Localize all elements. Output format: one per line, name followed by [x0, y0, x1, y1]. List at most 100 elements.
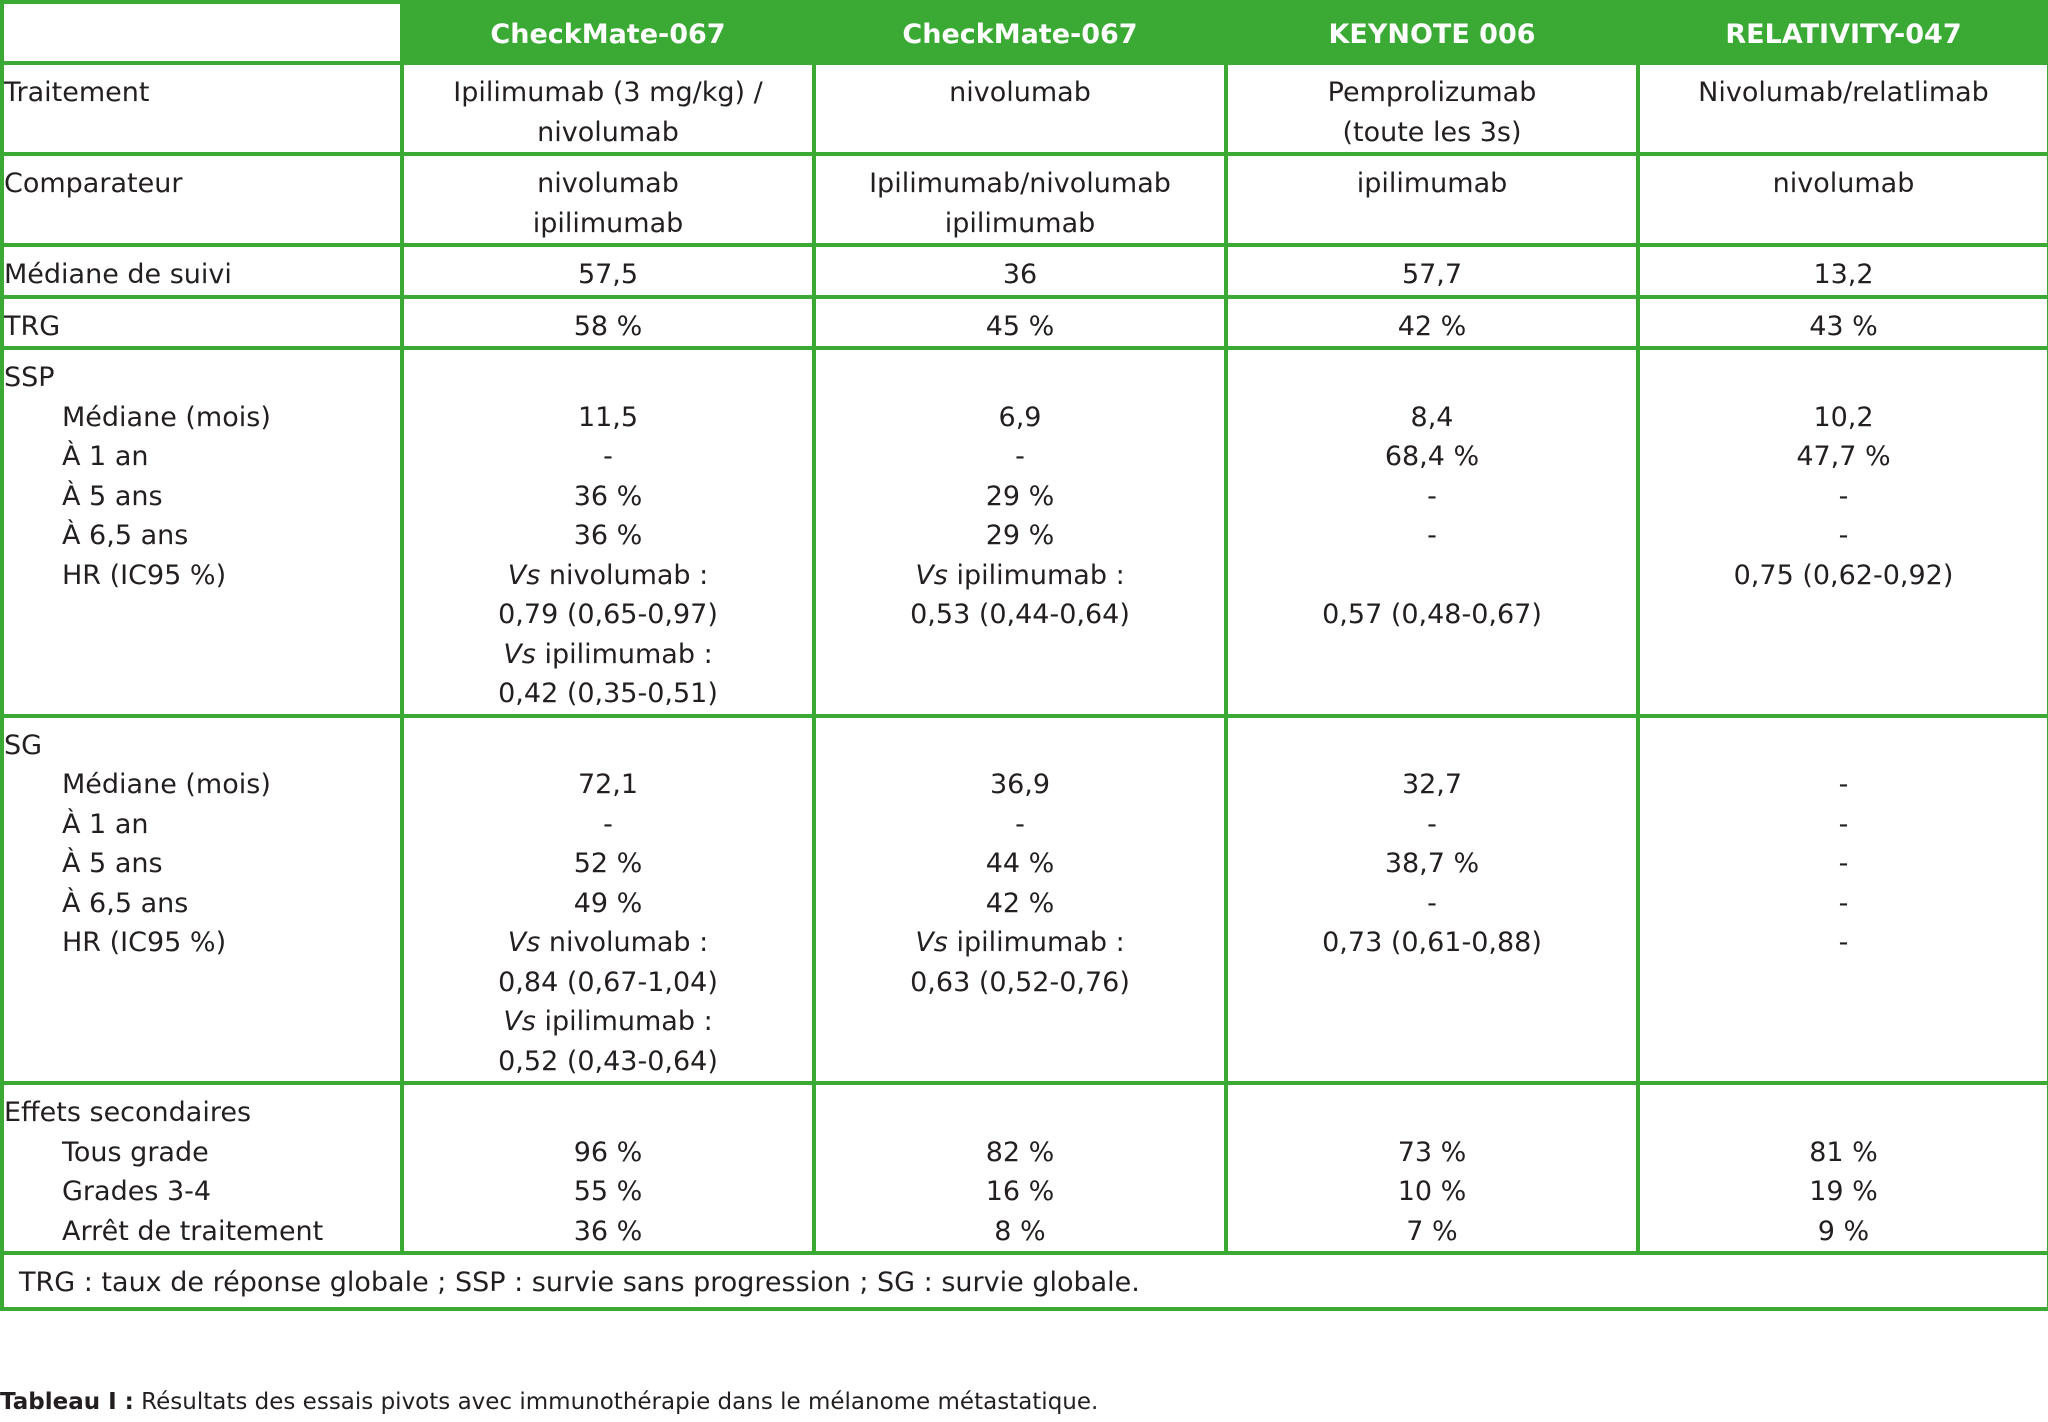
table-cell: 43 %	[1636, 294, 2048, 350]
cell-line: 96 %	[573, 1136, 643, 1168]
table-cell: 6,9 - 29 % 29 % Vs ipilimumab : 0,53 (0,44-0,…	[812, 346, 1228, 718]
column-header: CheckMate-067	[812, 0, 1228, 65]
cell-line: -	[1427, 520, 1437, 551]
cell-line: Vs ipilimumab :	[915, 559, 1125, 591]
table-cell: 72,1 - 52 % 49 % Vs nivolumab : 0,84 (0,67-1,…	[400, 713, 816, 1085]
cell-line: 57,5	[577, 259, 639, 290]
row-label: TRG	[0, 294, 404, 350]
table-cell: nivolumab	[812, 61, 1228, 156]
cell-line: 29 %	[985, 480, 1055, 512]
cell-line	[816, 726, 1224, 766]
cell-line: 8,4	[1410, 401, 1454, 433]
cell-line: Nivolumab/relatlimab	[1698, 77, 1989, 108]
cell-line: 7 %	[1406, 1215, 1458, 1247]
cell-line: 10 %	[1397, 1176, 1467, 1207]
cell-line: 47,7 %	[1796, 441, 1891, 472]
column-header: KEYNOTE 006	[1224, 0, 1640, 65]
cell-line: Pemprolizumab	[1327, 77, 1537, 108]
cell-line: 0,73 (0,61-0,88)	[1322, 927, 1542, 958]
cell-line: 36 %	[573, 480, 643, 512]
cell-line	[816, 1093, 1224, 1133]
cell-line: 42 %	[1397, 310, 1467, 342]
cell-line: 44 %	[985, 848, 1055, 879]
row-sublabel: Arrêt de traitement	[62, 1215, 324, 1247]
table-row: Traitement Ipilimumab (3 mg/kg) / nivoluma…	[0, 61, 2048, 156]
table-cell: 36	[812, 243, 1228, 299]
cell-line: -	[1427, 808, 1437, 840]
table-row: TRG 58 % 45 % 42 % 43 %	[0, 294, 2048, 350]
cell-line: -	[1015, 808, 1025, 840]
table-cell: nivolumab	[1636, 152, 2048, 247]
versus-prefix: Vs	[507, 927, 541, 958]
cell-line	[1228, 1093, 1636, 1133]
cell-line: 36 %	[573, 520, 643, 551]
cell-line	[1228, 556, 1636, 596]
cell-line: Ipilimumab (3 mg/kg) /	[453, 77, 763, 108]
cell-line: 36,9	[989, 769, 1051, 800]
table-cell: 57,5	[400, 243, 816, 299]
cell-line: 58 %	[573, 310, 643, 342]
row-label-title: SG	[4, 729, 43, 761]
cell-line: 9 %	[1817, 1215, 1870, 1247]
table-cell: 58 %	[400, 294, 816, 350]
table-cell: 57,7	[1224, 243, 1640, 299]
row-sublabel: Tous grade	[62, 1136, 209, 1168]
cell-line: 45 %	[985, 310, 1055, 342]
results-table: CheckMate-067 CheckMate-067 KEYNOTE 006 …	[0, 0, 2048, 1311]
cell-line: 10,2	[1813, 401, 1874, 433]
table-cell: 81 % 19 % 9 %	[1636, 1081, 2048, 1255]
row-label-title: SSP	[4, 362, 55, 393]
cell-line: 81 %	[1809, 1136, 1878, 1168]
table-cell: Ipilimumab (3 mg/kg) / nivolumab	[400, 61, 816, 156]
header-corner	[0, 0, 404, 65]
cell-line: 82 %	[985, 1136, 1055, 1168]
versus-prefix: Vs	[915, 927, 948, 958]
table-row: Comparateur nivolumab ipilimumab Ipilimumab…	[0, 152, 2048, 247]
table-body: Traitement Ipilimumab (3 mg/kg) / nivoluma…	[0, 61, 2048, 1255]
row-label-title: Médiane de suivi	[4, 259, 232, 290]
table-cell: 96 % 55 % 36 %	[400, 1081, 816, 1255]
cell-line: 13,2	[1813, 259, 1874, 290]
cell-line: Vs nivolumab :	[507, 927, 709, 958]
table-cell: nivolumab ipilimumab	[400, 152, 816, 247]
versus-prefix: Vs	[915, 559, 948, 591]
cell-line: nivolumab	[537, 116, 679, 148]
row-sublabel: Grades 3-4	[62, 1176, 212, 1207]
table-row: SG Médiane (mois) À 1 an À 5 ans À 6,5 ans HR…	[0, 713, 2048, 1085]
row-sublabel: À 5 ans	[62, 480, 163, 512]
cell-line: ipilimumab	[532, 207, 684, 239]
cell-line: 36	[1002, 259, 1038, 290]
row-label-title: Effets secondaires	[4, 1097, 252, 1128]
row-label-title: Traitement	[4, 77, 150, 108]
row-sublabel: À 1 an	[62, 808, 149, 840]
table-cell: 10,2 47,7 % - - 0,75 (0,62-0,92)	[1636, 346, 2048, 718]
cell-line	[1640, 358, 2047, 398]
row-sublabel: À 6,5 ans	[62, 520, 189, 551]
cell-line: -	[1838, 769, 1849, 800]
cell-line: ipilimumab	[944, 207, 1096, 239]
table-cell: 32,7 - 38,7 % - 0,73 (0,61-0,88)	[1224, 713, 1640, 1085]
cell-line: -	[603, 441, 613, 472]
cell-line: -	[1838, 808, 1849, 840]
cell-line: 43 %	[1809, 310, 1878, 342]
cell-line: Vs ipilimumab :	[503, 1006, 713, 1037]
cell-line: 0,52 (0,43-0,64)	[498, 1045, 718, 1077]
cell-line: -	[1838, 927, 1849, 958]
table-cell: - - - - -	[1636, 713, 2048, 1085]
cell-line: -	[1427, 480, 1437, 512]
row-sublabel: À 5 ans	[62, 848, 163, 879]
caption-label: Tableau I :	[0, 1389, 134, 1415]
table-cell: Ipilimumab/nivolumab ipilimumab	[812, 152, 1228, 247]
table-row: Effets secondaires Tous grade Grades 3-4 Ar…	[0, 1081, 2048, 1255]
cell-line: -	[1838, 887, 1849, 919]
cell-line: 57,7	[1401, 259, 1463, 290]
cell-line: nivolumab	[537, 168, 679, 199]
cell-line: nivolumab	[1772, 168, 1915, 199]
row-sublabel: HR (IC95 %)	[62, 927, 227, 958]
table-cell: Pemprolizumab (toute les 3s)	[1224, 61, 1640, 156]
row-label: SG Médiane (mois) À 1 an À 5 ans À 6,5 ans HR…	[0, 713, 404, 1085]
cell-line: 0,57 (0,48-0,67)	[1322, 599, 1542, 630]
cell-line: 0,63 (0,52-0,76)	[910, 966, 1130, 998]
cell-line: 16 %	[985, 1176, 1055, 1207]
